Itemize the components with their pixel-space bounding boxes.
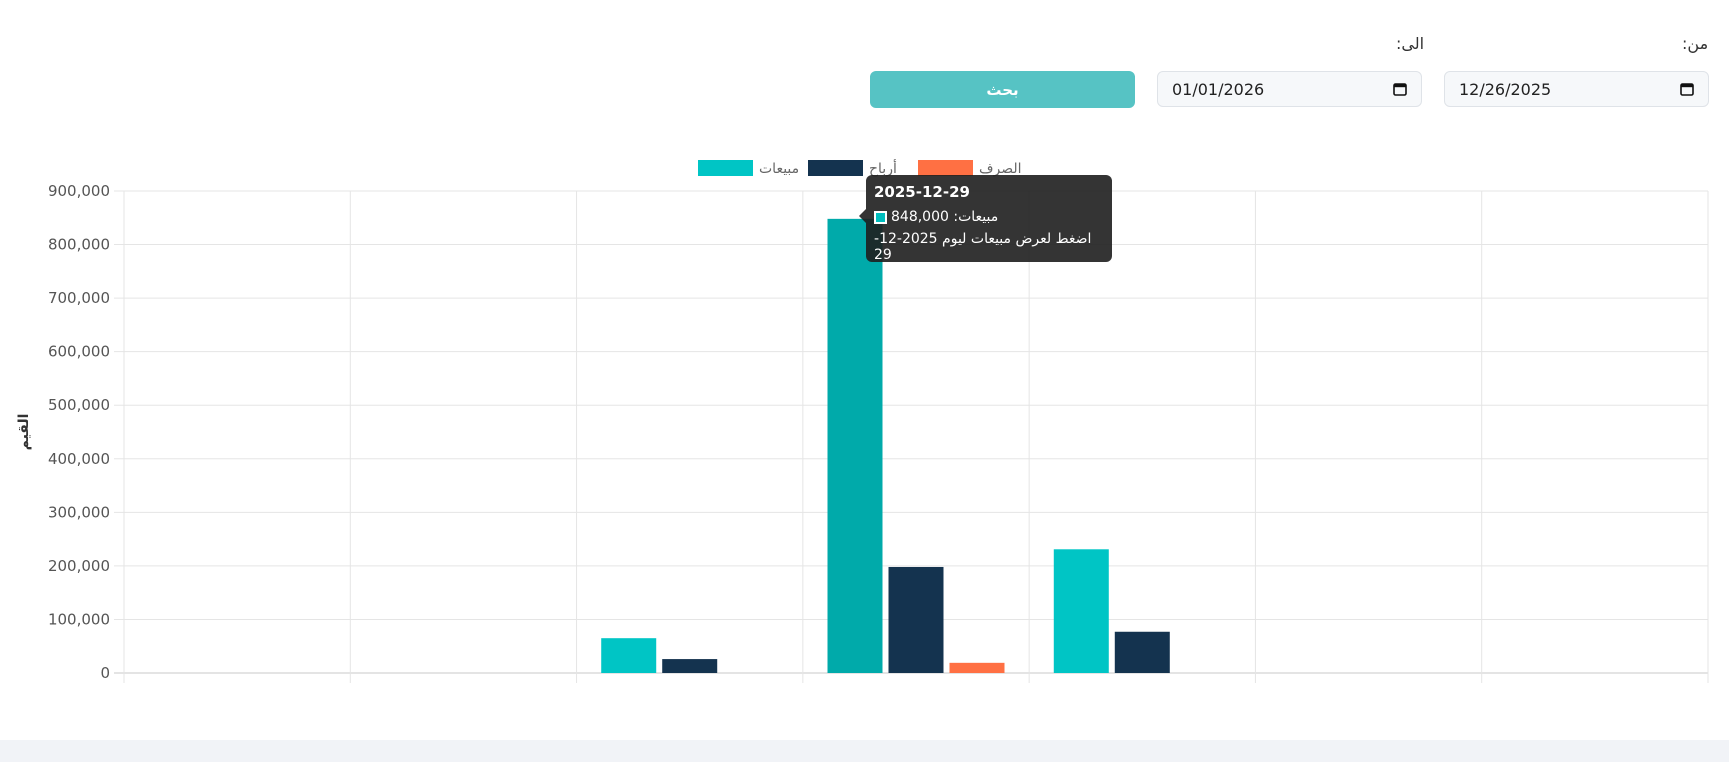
legend-label: الصرف <box>979 161 1022 177</box>
bar[interactable] <box>662 659 718 673</box>
bar[interactable] <box>1114 631 1170 673</box>
to-date-value: 01/01/2026 <box>1172 79 1265 99</box>
legend-swatch <box>808 160 863 176</box>
calendar-icon[interactable] <box>1680 82 1694 96</box>
to-label: الى: <box>1396 34 1425 53</box>
from-date-input[interactable]: 12/26/2025 <box>1444 71 1709 107</box>
y-tick-label: 400,000 <box>48 450 110 468</box>
calendar-icon[interactable] <box>1393 82 1407 96</box>
from-date-value: 12/26/2025 <box>1459 79 1552 99</box>
y-tick-label: 100,000 <box>48 610 110 628</box>
y-tick-label: 0 <box>100 664 110 682</box>
tooltip-footer: اضغط لعرض مبيعات ليوم 2025-12-29 <box>874 231 1092 263</box>
y-tick-label: 200,000 <box>48 557 110 575</box>
from-label: من: <box>1682 34 1709 53</box>
bar[interactable] <box>1053 549 1109 673</box>
bar[interactable] <box>827 218 883 674</box>
y-axis-label: القيم <box>16 414 32 451</box>
bar[interactable] <box>949 662 1005 673</box>
tooltip-swatch <box>874 210 887 224</box>
y-tick-label: 500,000 <box>48 396 110 414</box>
search-button[interactable]: بحث <box>870 71 1135 108</box>
y-tick-label: 800,000 <box>48 236 110 254</box>
tooltip-value: مبيعات: 848,000 <box>891 209 999 225</box>
y-tick-label: 300,000 <box>48 503 110 521</box>
chart-tooltip: 2025-12-29 مبيعات: 848,000 اضغط لعرض مبي… <box>859 175 1112 263</box>
legend-label: مبيعات <box>759 161 799 177</box>
legend-label: أرباح <box>869 159 897 177</box>
to-date-input[interactable]: 01/01/2026 <box>1157 71 1422 107</box>
bar[interactable] <box>888 566 944 673</box>
y-tick-label: 700,000 <box>48 289 110 307</box>
legend-swatch <box>698 160 753 176</box>
y-tick-label: 600,000 <box>48 343 110 361</box>
tooltip-row: مبيعات: 848,000 <box>874 209 1104 225</box>
footer-bar <box>0 740 1729 762</box>
bar[interactable] <box>601 638 657 673</box>
bar-chart[interactable]: 0 100,000 200,000 300,000 400,000 500,000 600,… <box>0 150 1729 690</box>
legend-swatch <box>918 160 973 176</box>
tooltip-title: 2025-12-29 <box>874 183 970 201</box>
y-tick-label: 900,000 <box>48 182 110 200</box>
